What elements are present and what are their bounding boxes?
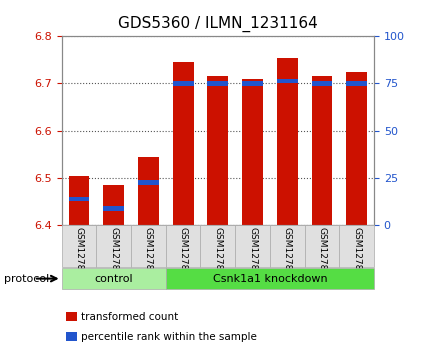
Bar [346, 81, 367, 86]
Text: protocol: protocol [4, 274, 50, 284]
Bar [312, 81, 332, 86]
Bar [62, 268, 166, 289]
Text: GSM1278267: GSM1278267 [352, 227, 361, 287]
Title: GDS5360 / ILMN_1231164: GDS5360 / ILMN_1231164 [118, 16, 318, 32]
Bar [103, 185, 124, 225]
Bar [270, 225, 304, 267]
Bar [138, 157, 159, 225]
Bar [166, 268, 374, 289]
Text: GSM1278261: GSM1278261 [144, 227, 153, 287]
Bar [166, 225, 201, 267]
Bar [304, 225, 339, 267]
Bar [346, 72, 367, 225]
Bar [339, 225, 374, 267]
Bar [62, 225, 96, 267]
Text: GSM1278259: GSM1278259 [74, 227, 84, 287]
Bar [69, 197, 89, 201]
Text: GSM1278265: GSM1278265 [283, 227, 292, 287]
Bar [312, 76, 332, 225]
Text: GSM1278260: GSM1278260 [109, 227, 118, 287]
Bar [242, 79, 263, 225]
Bar [103, 207, 124, 211]
Bar [277, 57, 297, 225]
Bar [138, 180, 159, 185]
Bar [172, 81, 194, 86]
Text: GSM1278266: GSM1278266 [317, 227, 326, 287]
Bar [131, 225, 166, 267]
Bar [172, 62, 194, 225]
Bar [69, 176, 89, 225]
Text: transformed count: transformed count [81, 312, 179, 322]
Bar [242, 81, 263, 86]
Bar [201, 225, 235, 267]
Text: GSM1278264: GSM1278264 [248, 227, 257, 287]
Text: Csnk1a1 knockdown: Csnk1a1 knockdown [213, 274, 327, 284]
Bar [96, 225, 131, 267]
Text: control: control [94, 274, 133, 284]
Bar [207, 81, 228, 86]
Text: GSM1278262: GSM1278262 [179, 227, 187, 287]
Text: GSM1278263: GSM1278263 [213, 227, 222, 287]
Bar [207, 76, 228, 225]
Bar [235, 225, 270, 267]
Text: percentile rank within the sample: percentile rank within the sample [81, 332, 257, 342]
Bar [277, 79, 297, 83]
